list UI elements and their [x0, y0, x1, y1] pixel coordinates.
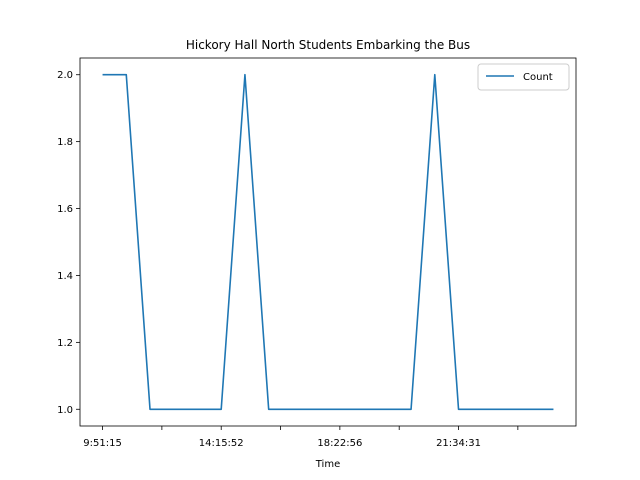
- y-tick-label: 1.2: [57, 338, 73, 349]
- axes-frame: [79, 57, 577, 427]
- y-tick-label: 1.6: [57, 204, 73, 215]
- plot-area: 1.0 1.2 1.4 1.6 1.8 2.0 9:51:15 14:15:52 18:22:5…: [57, 57, 577, 449]
- series-line-count: [102, 73, 554, 411]
- x-tick-label: 18:22:56: [317, 438, 362, 449]
- y-tick-label: 1.0: [57, 405, 73, 416]
- chart-title: Hickory Hall North Students Embarking th…: [186, 38, 470, 52]
- x-tick-label: 14:15:52: [199, 438, 244, 449]
- y-tick-label: 1.4: [57, 271, 73, 282]
- legend-label: Count: [523, 72, 553, 83]
- legend: Count: [477, 63, 570, 91]
- x-axis-label: Time: [315, 459, 340, 470]
- y-tick-label: 1.8: [57, 137, 73, 148]
- legend-box: [477, 63, 570, 91]
- x-tick-label: 9:51:15: [83, 438, 122, 449]
- y-tick-label: 2.0: [57, 70, 73, 81]
- x-tick-label: 21:34:31: [436, 438, 481, 449]
